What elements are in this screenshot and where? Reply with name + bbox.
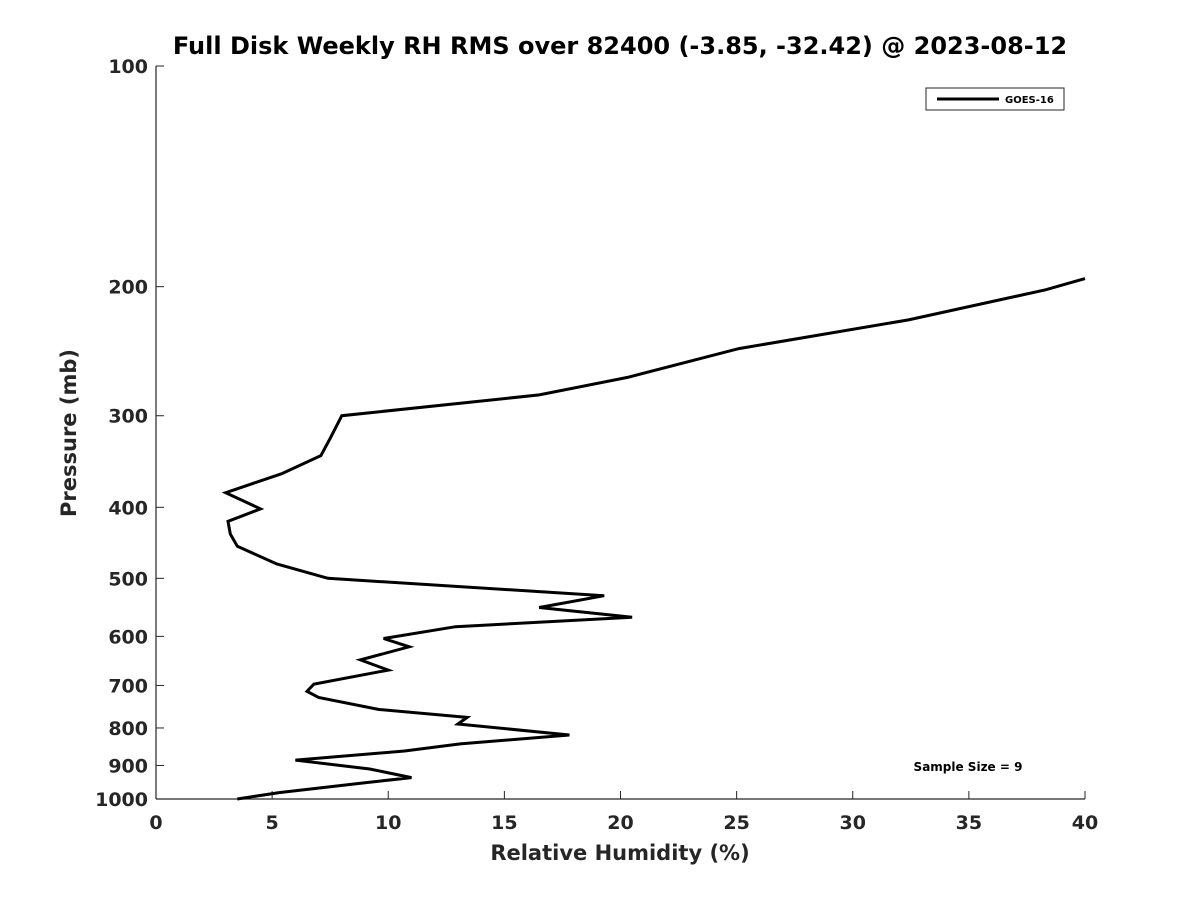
x-tick-label: 40 xyxy=(1072,812,1098,834)
x-tick-label: 35 xyxy=(956,812,982,834)
y-tick-label: 1000 xyxy=(95,789,148,811)
y-axis-label: Pressure (mb) xyxy=(57,349,81,517)
y-tick-label: 600 xyxy=(108,626,148,648)
legend: GOES-16 xyxy=(925,87,1065,111)
x-tick-label: 5 xyxy=(266,812,279,834)
y-axis-ticks: 100 200 300 400 500 600 700 800 900 1000 xyxy=(95,56,164,811)
x-tick-label: 0 xyxy=(149,812,162,834)
y-tick-label: 500 xyxy=(108,568,148,590)
x-axis-ticks: 0 5 10 15 20 25 30 35 40 xyxy=(149,791,1098,834)
x-tick-label: 30 xyxy=(840,812,866,834)
x-tick-label: 20 xyxy=(607,812,633,834)
y-tick-label: 400 xyxy=(108,497,148,519)
y-tick-label: 700 xyxy=(108,675,148,697)
y-tick-label: 900 xyxy=(108,755,148,777)
series-line-goes-16 xyxy=(221,277,1086,801)
x-tick-label: 15 xyxy=(491,812,517,834)
sample-size-annotation: Sample Size = 9 xyxy=(914,760,1023,774)
chart-title: Full Disk Weekly RH RMS over 82400 (-3.8… xyxy=(173,32,1067,60)
x-tick-label: 10 xyxy=(375,812,401,834)
x-tick-label: 25 xyxy=(723,812,749,834)
y-tick-label: 200 xyxy=(108,277,148,299)
x-axis-label: Relative Humidity (%) xyxy=(490,841,749,865)
y-tick-label: 300 xyxy=(108,406,148,428)
y-tick-label: 100 xyxy=(108,56,148,78)
series-layer xyxy=(221,277,1086,801)
plot-area xyxy=(156,66,1085,799)
legend-label-goes-16: GOES-16 xyxy=(1005,95,1054,106)
y-tick-label: 800 xyxy=(108,718,148,740)
